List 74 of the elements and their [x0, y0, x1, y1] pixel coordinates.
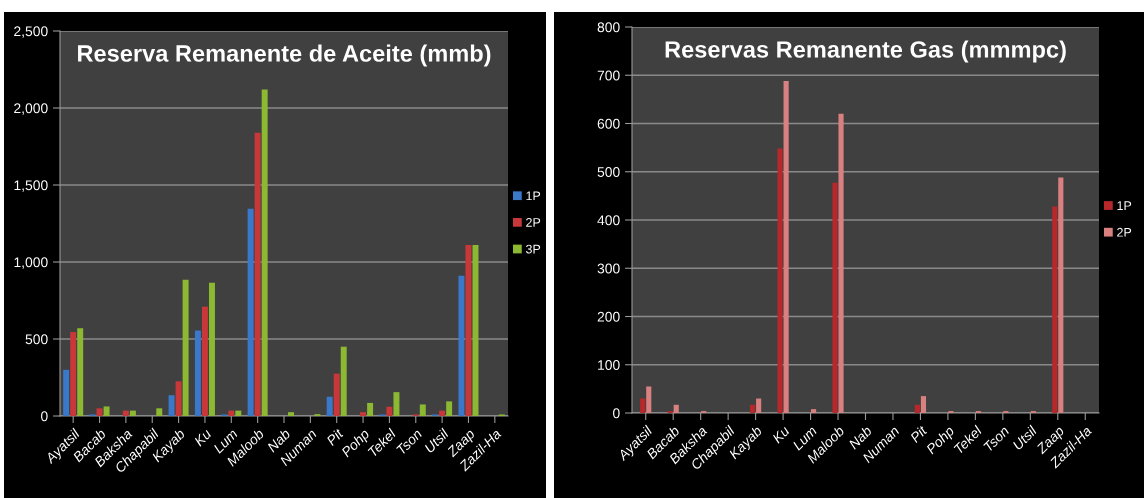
bar [756, 398, 762, 413]
bar [1058, 177, 1064, 413]
bar [458, 275, 465, 416]
bar [77, 328, 84, 416]
bar [393, 392, 400, 416]
y-tick-label: 200 [597, 311, 620, 322]
bar [129, 410, 136, 416]
bar [811, 409, 817, 413]
bar [446, 401, 453, 416]
bar [777, 148, 783, 413]
bar [168, 395, 175, 416]
bar [646, 386, 652, 413]
bar [194, 330, 201, 416]
bar [838, 113, 844, 413]
y-tick-label: 2,000 [14, 103, 48, 115]
legend-label: 2P [1117, 227, 1132, 237]
bar [201, 306, 208, 416]
bar [439, 410, 446, 416]
bar [750, 404, 756, 413]
bar [103, 406, 110, 416]
bar [1052, 206, 1058, 413]
y-tick-label: 300 [597, 263, 620, 274]
bar [254, 132, 261, 416]
y-tick-label: 800 [597, 22, 620, 33]
x-tick-label: Ku [193, 428, 212, 447]
bar [122, 410, 129, 416]
x-tick-label: Pit [909, 424, 928, 444]
legend-label: 1P [526, 191, 541, 201]
bar [673, 404, 679, 413]
bar [340, 346, 347, 416]
bar [333, 373, 340, 416]
y-tick-label: 2,500 [14, 26, 48, 38]
y-tick-label: 100 [598, 360, 620, 370]
bar [182, 279, 189, 416]
legend-label: 1P [1117, 201, 1132, 210]
bar [326, 396, 333, 416]
y-tick-label: 0 [41, 411, 48, 422]
bar [288, 412, 295, 416]
text: Reservas Remanente Gas (mmmpc) [665, 40, 1066, 63]
text: Reserva Remanente de Aceite (mmb) [78, 44, 491, 67]
x-tick-label: Tson [396, 428, 423, 456]
y-tick-label: 0 [613, 408, 620, 419]
legend-label: 2P [526, 218, 541, 227]
y-tick-label: 400 [597, 215, 620, 226]
bar [235, 410, 242, 416]
bar [228, 410, 235, 416]
y-tick-label: 1,500 [14, 180, 48, 192]
bar [465, 245, 472, 416]
bar [419, 404, 426, 416]
bar [360, 412, 367, 416]
y-tick-label: 600 [597, 118, 620, 129]
bar [640, 398, 646, 413]
bar [261, 89, 268, 416]
y-tick-label: 700 [597, 70, 620, 81]
y-tick-label: 500 [597, 167, 620, 177]
bar [175, 381, 182, 416]
bar [832, 182, 838, 413]
bar [386, 406, 393, 416]
legend-label: 3P [525, 244, 541, 254]
bar [914, 404, 920, 413]
bar [208, 282, 215, 416]
bar [367, 402, 374, 416]
bar [63, 369, 70, 416]
x-tick-label: Pit [325, 427, 345, 447]
y-tick-label: 1,000 [14, 257, 48, 269]
bar [156, 408, 163, 416]
bar [783, 81, 789, 413]
bar [70, 332, 77, 416]
bar [96, 408, 103, 416]
bar [247, 208, 254, 416]
x-tick-label: Ku [771, 425, 791, 444]
bar [920, 396, 927, 413]
y-tick-label: 500 [25, 334, 48, 345]
x-tick-label: Tson [983, 425, 1010, 453]
